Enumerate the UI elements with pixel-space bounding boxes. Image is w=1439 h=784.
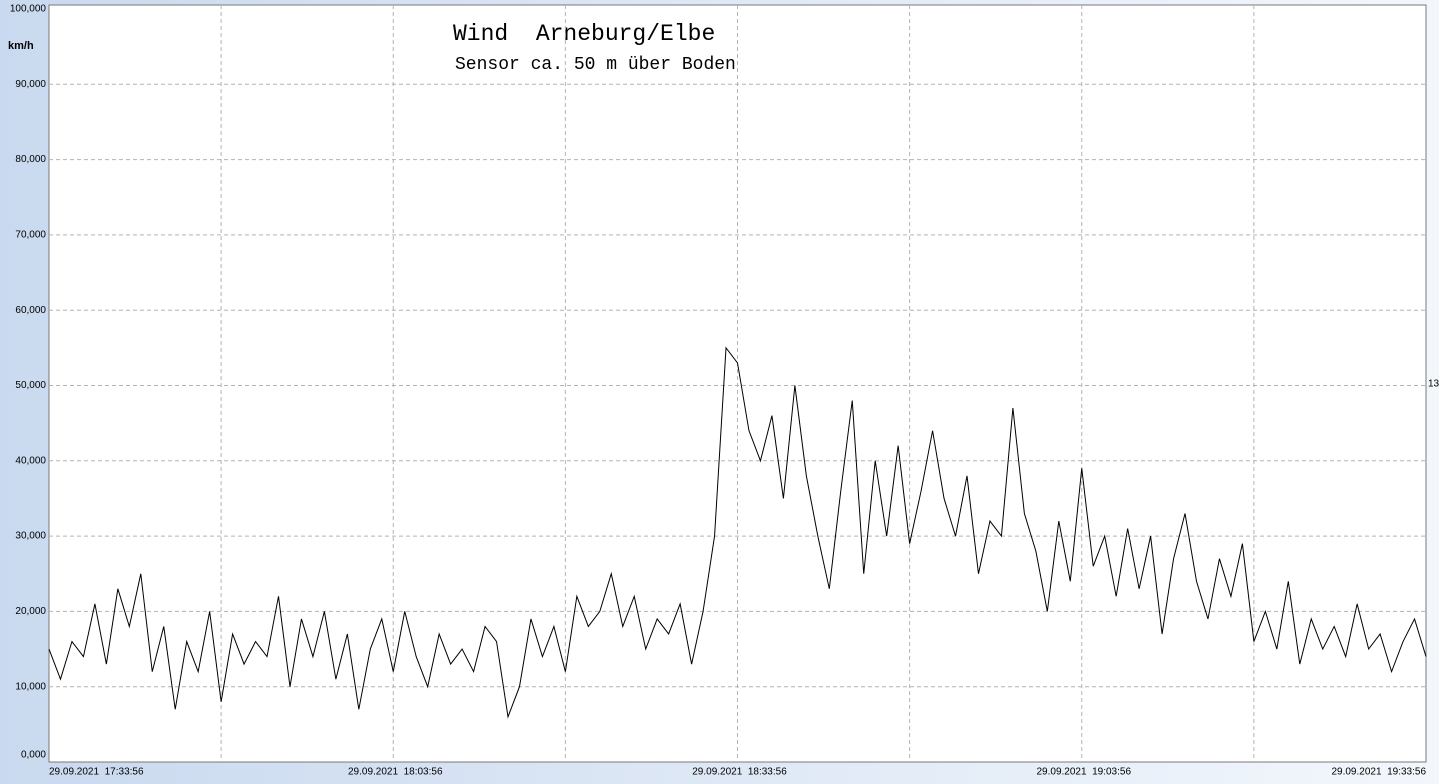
y-tick-label: 60,000	[15, 305, 46, 316]
y-tick-label: 40,000	[15, 455, 46, 466]
data-line	[48, 346, 1427, 719]
y-tick-label: 90,000	[15, 79, 46, 90]
y-tick-label: 100,000	[10, 4, 47, 15]
edge-annotation: 13	[1428, 379, 1439, 390]
x-tick-label: 29.09.2021 18:03:56	[348, 767, 443, 778]
chart-title: Wind Arneburg/Elbe	[453, 21, 715, 47]
x-tick-label: 29.09.2021 19:03:56	[1036, 767, 1131, 778]
x-tick-label: 29.09.2021 18:33:56	[692, 767, 787, 778]
chart-subtitle: Sensor ca. 50 m über Boden	[455, 55, 736, 75]
y-tick-label: 20,000	[15, 606, 46, 617]
y-tick-label: 0,000	[21, 750, 46, 761]
x-tick-label: 29.09.2021 17:33:56	[49, 767, 144, 778]
y-axis-unit: km/h	[8, 40, 34, 52]
y-tick-label: 50,000	[15, 380, 46, 391]
y-tick-label: 10,000	[15, 681, 46, 692]
x-tick-label: 29.09.2021 19:33:56	[1331, 767, 1426, 778]
y-tick-label: 70,000	[15, 230, 46, 241]
y-tick-label: 80,000	[15, 154, 46, 165]
y-tick-label: 30,000	[15, 531, 46, 542]
